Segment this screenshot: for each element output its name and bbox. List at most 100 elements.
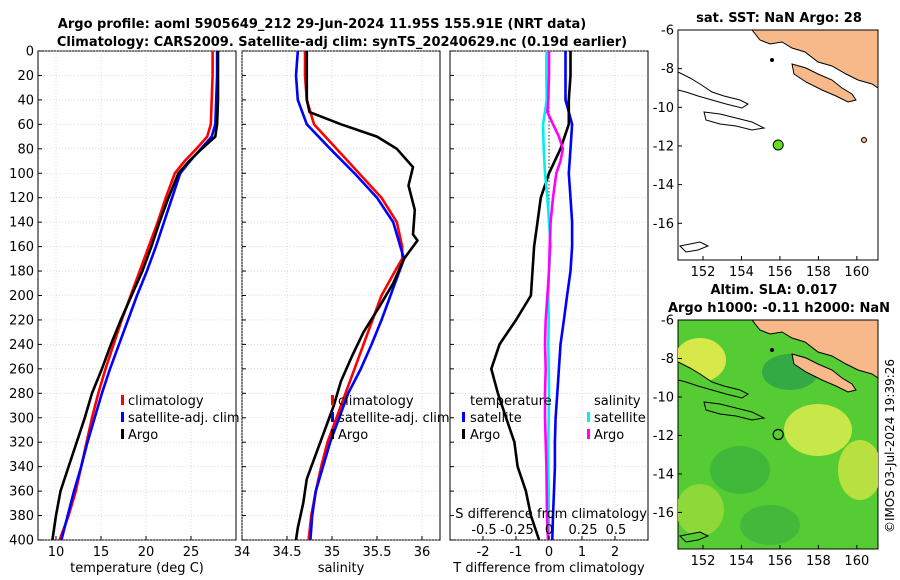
difference-panel: -2 -1 0 1 2 T difference from climatology te…	[449, 50, 649, 576]
map-y-tick-label: -6	[661, 24, 674, 39]
sal-series-climatology	[303, 51, 404, 540]
x-tick-label: 2	[611, 545, 619, 560]
map-y-tick-label: -12	[653, 429, 674, 444]
y-tick-label: 120	[9, 191, 34, 206]
legend-label-s-argo: Argo	[594, 428, 624, 443]
sst-map-land	[678, 30, 878, 253]
map-y-tick-label: -16	[653, 217, 674, 232]
y-tick-label: 380	[9, 509, 34, 524]
land-louisiade	[703, 401, 766, 421]
map-y-tick-label: -10	[653, 101, 674, 116]
map-y-tick-label: -14	[653, 467, 674, 482]
land-rennell	[861, 137, 867, 143]
s-diff-tick-label: 0.25	[569, 523, 598, 538]
legend-label-argo: Argo	[338, 428, 368, 443]
sla-map-title-line1: Altim. SLA: 0.017	[711, 283, 838, 298]
salinity-xlabel: salinity	[318, 561, 365, 576]
legend-swatch-argo	[121, 429, 124, 439]
s-diff-tick-label: -0.25	[500, 523, 534, 538]
land-new-britain	[751, 320, 878, 379]
legend-swatch-t-satellite	[462, 412, 465, 422]
y-tick-label: 220	[9, 313, 34, 328]
y-tick-label: 20	[17, 69, 34, 84]
temperature-legend: climatology satellite-adj. clim Argo	[121, 394, 240, 443]
diff-series-temperature-satellite	[551, 51, 574, 540]
map-x-tick-label: 158	[806, 554, 831, 569]
difference-series	[489, 51, 574, 540]
legend-label-t-argo: Argo	[470, 428, 500, 443]
temperature-xlabel: temperature (deg C)	[70, 561, 204, 576]
sla-map-ticks: 152 154 156 158 160 -6 -8 -10 -12 -14 -16	[653, 314, 869, 570]
x-tick-label: 25	[183, 545, 200, 560]
y-tick-label: 360	[9, 485, 34, 500]
figure-title-line1: Argo profile: aoml 5905649_212 29-Jun-20…	[58, 17, 586, 32]
sla-patch	[784, 404, 852, 456]
difference-legend-temperature: temperature satellite Argo	[462, 394, 552, 443]
map-x-tick-label: 152	[691, 265, 716, 280]
y-tick-label: 280	[9, 387, 34, 402]
legend-swatch-s-satellite	[587, 412, 590, 422]
temperature-grid	[38, 50, 236, 541]
x-tick-label: 20	[138, 545, 155, 560]
x-tick-label: 35	[324, 545, 341, 560]
sla-patch	[838, 440, 878, 500]
x-tick-label: 15	[93, 545, 110, 560]
map-x-tick-label: 156	[768, 265, 793, 280]
y-tick-label: 180	[9, 265, 34, 280]
argo-float-marker	[772, 428, 784, 441]
y-tick-label: 200	[9, 289, 34, 304]
y-tick-label: 240	[9, 338, 34, 353]
map-x-tick-label: 156	[768, 554, 793, 569]
sal-series-satellite-adj-clim	[294, 51, 406, 540]
land-islet	[770, 348, 774, 352]
sal-series-argo	[294, 51, 419, 540]
map-x-tick-label: 154	[729, 265, 754, 280]
y-tick-label: 0	[26, 45, 34, 60]
x-tick-label: 34	[234, 545, 251, 560]
legend-swatch-climatology	[121, 395, 124, 405]
salinity-difference-ticklabels: -0.5 -0.25 0 0.25 0.5	[471, 523, 626, 538]
legend-swatch-s-argo	[587, 429, 590, 439]
sst-map-ticks: 152 154 156 158 160 -6 -8 -10 -12 -14 -16	[653, 24, 869, 281]
land-reef-south	[678, 531, 710, 543]
legend-label-t-satellite: satellite	[470, 411, 522, 426]
difference-ticks: -2 -1 0 1 2	[450, 50, 619, 560]
legend-swatch-climatology	[331, 395, 334, 405]
legend-label-satellite: satellite-adj. clim	[128, 411, 240, 426]
salinity-difference-label: S difference from climatology	[455, 507, 647, 522]
y-tick-label: 100	[9, 167, 34, 182]
diff-series-salinity-argo	[543, 51, 565, 540]
y-tick-label: 60	[17, 118, 34, 133]
map-x-tick-label: 160	[844, 265, 869, 280]
s-diff-tick-label: 0.5	[606, 523, 627, 538]
y-tick-label: 300	[9, 411, 34, 426]
legend-swatch-satellite	[121, 412, 124, 422]
legend-label-climatology: climatology	[128, 394, 204, 409]
salinity-panel: 34 34.5 35 35.5 36 salinity climatology sate…	[234, 50, 450, 576]
land-papua-tail	[678, 361, 749, 399]
y-tick-label: 80	[17, 142, 34, 157]
x-tick-label: 34.5	[273, 545, 302, 560]
sla-map-title-line2: Argo h1000: -0.11 h2000: NaN	[668, 301, 890, 316]
temperature-series	[51, 51, 220, 540]
x-tick-label: 35.5	[363, 545, 392, 560]
land-reef-south	[678, 241, 710, 253]
salinity-series	[294, 51, 419, 540]
land-islet	[770, 58, 774, 62]
diff-series-temperature-argo	[489, 51, 572, 540]
map-y-tick-label: -12	[653, 139, 674, 154]
map-y-tick-label: -14	[653, 178, 674, 193]
map-y-tick-label: -8	[661, 62, 674, 77]
map-x-tick-label: 158	[806, 265, 831, 280]
argo-float-marker	[772, 139, 784, 151]
x-tick-label: -2	[477, 545, 490, 560]
salinity-legend: climatology satellite-adj. clim Argo	[331, 394, 450, 443]
difference-xlabel: T difference from climatology	[452, 561, 645, 576]
land-solomon-islands	[791, 63, 857, 103]
temp-series-argo	[51, 51, 220, 540]
map-x-tick-label: 152	[691, 554, 716, 569]
map-y-tick-label: -10	[653, 390, 674, 405]
map-y-tick-label: -6	[661, 314, 674, 329]
legend-swatch-t-argo	[462, 429, 465, 439]
s-diff-tick-label: 0	[545, 523, 553, 538]
